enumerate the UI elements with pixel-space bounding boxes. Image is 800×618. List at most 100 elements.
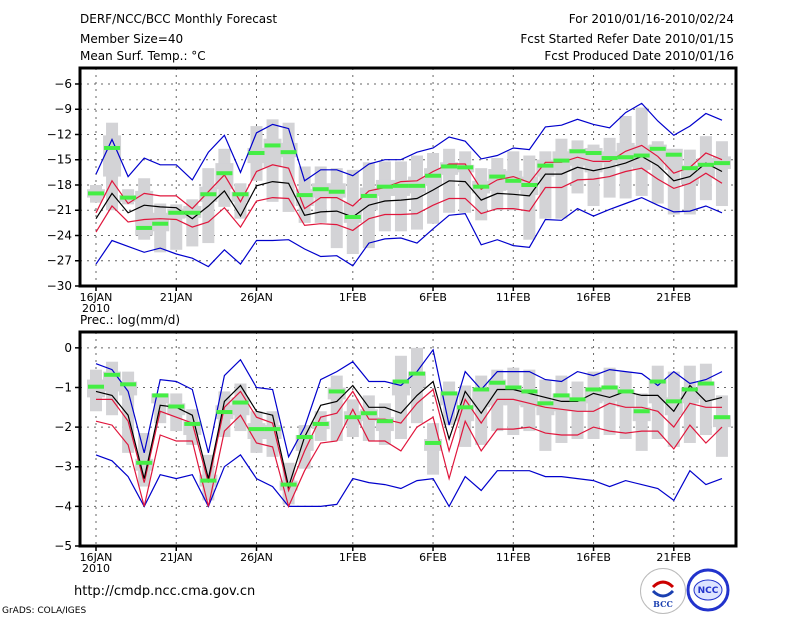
median-mark (152, 221, 169, 226)
line-maximum (95, 348, 723, 459)
median-mark (697, 162, 714, 167)
median-mark (697, 381, 714, 386)
line-minimum (95, 196, 723, 268)
median-mark (665, 152, 682, 157)
median-mark (489, 380, 506, 385)
median-mark (312, 187, 329, 192)
median-mark (633, 153, 650, 158)
median-mark (553, 158, 570, 163)
median-mark (104, 145, 121, 150)
median-mark (473, 184, 490, 189)
line-minimum (95, 454, 723, 508)
median-mark (376, 184, 393, 189)
median-mark (200, 478, 217, 483)
median-mark (585, 151, 602, 156)
median-mark (248, 151, 265, 156)
box-outer (523, 155, 536, 240)
median-mark (505, 385, 522, 390)
median-mark (88, 384, 104, 389)
median-mark (168, 210, 185, 215)
x-tick-label: 1FEB (339, 551, 367, 564)
median-mark (441, 391, 458, 396)
median-mark (505, 178, 522, 183)
chart-panel-2: 0 −1 −2 −3 −4 −5 16JAN 21JAN 26JAN 1FEB 6FEB 11FEB 1… (54, 313, 738, 575)
median-mark (168, 404, 185, 409)
x-tick-label: 6FEB (419, 291, 447, 304)
box-inner (231, 397, 250, 416)
produced-date: Fcst Produced Date 2010/01/16 (544, 49, 734, 63)
box-inner (696, 381, 715, 400)
median-mark (569, 149, 586, 154)
box-inner (167, 403, 186, 416)
bcc-logo-icon: BCC (651, 580, 675, 609)
median-mark (296, 435, 313, 440)
median-mark (392, 183, 409, 188)
median-mark (649, 146, 666, 151)
x-tick-label: 11FEB (496, 551, 531, 564)
x-tick-label: 16JAN (80, 551, 113, 564)
median-mark (649, 379, 666, 384)
box-inner (472, 387, 491, 408)
box-inner (231, 191, 250, 202)
panel-title: Prec.: log(mm/d) (80, 313, 180, 327)
median-mark (344, 415, 361, 420)
median-mark (232, 192, 249, 197)
x-tick-label: 21FEB (656, 291, 691, 304)
median-mark (681, 166, 698, 171)
median-mark (537, 401, 554, 406)
median-mark (296, 193, 313, 198)
x-year-label: 2010 (82, 562, 110, 575)
median-mark (264, 143, 281, 148)
footer-url[interactable]: http://cmdp.ncc.cma.gov.cn (74, 584, 256, 599)
median-mark (409, 371, 425, 376)
y-tick-label: −18 (47, 178, 72, 192)
y-tick-label: −21 (47, 203, 72, 217)
median-mark (200, 192, 217, 197)
median-mark (617, 155, 634, 160)
median-mark (136, 460, 153, 465)
x-tick-label: 6FEB (419, 551, 447, 564)
median-mark (537, 163, 554, 168)
median-mark (601, 385, 618, 390)
median-mark (376, 419, 393, 424)
median-mark (425, 173, 442, 178)
y-tick-label: −30 (47, 279, 72, 293)
x-tick-label: 16FEB (576, 551, 611, 564)
box-inner (552, 393, 571, 412)
x-tick-label: 16JAN (80, 291, 113, 304)
y-tick-label: −2 (54, 420, 72, 434)
median-mark (473, 387, 490, 392)
ncc-logo: NCC (686, 568, 730, 612)
y-tick-label: −1 (54, 380, 72, 394)
median-mark (521, 182, 538, 187)
x-tick-label: 26JAN (240, 551, 273, 564)
median-mark (312, 421, 329, 426)
median-mark (328, 389, 345, 394)
box-inner (263, 138, 282, 168)
median-mark (344, 214, 361, 219)
line-mean (95, 155, 723, 220)
y-tick-label: 0 (64, 341, 72, 355)
plot-frame (78, 330, 738, 548)
median-mark (248, 427, 265, 432)
median-mark (713, 161, 730, 166)
bcc-logo: BCC (640, 568, 686, 614)
forecast-period: For 2010/01/16-2010/02/24 (568, 12, 734, 26)
box-inner (247, 147, 266, 164)
y-tick-label: −4 (54, 499, 72, 513)
variable-label: Mean Surf. Temp.: °C (80, 49, 206, 63)
x-tick-label: 16FEB (576, 291, 611, 304)
median-mark (601, 156, 618, 161)
y-tick-label: −27 (47, 254, 72, 268)
box-inner (103, 135, 122, 177)
y-tick-label: −3 (54, 460, 72, 474)
x-tick-label: 21FEB (656, 551, 691, 564)
median-mark (665, 399, 682, 404)
box-inner (632, 145, 651, 170)
box-outer (394, 161, 407, 232)
line-upper-spread (96, 388, 722, 493)
grads-credit: GrADS: COLA/IGES (2, 606, 87, 616)
median-mark (280, 482, 297, 487)
y-tick-label: −6 (54, 77, 72, 91)
